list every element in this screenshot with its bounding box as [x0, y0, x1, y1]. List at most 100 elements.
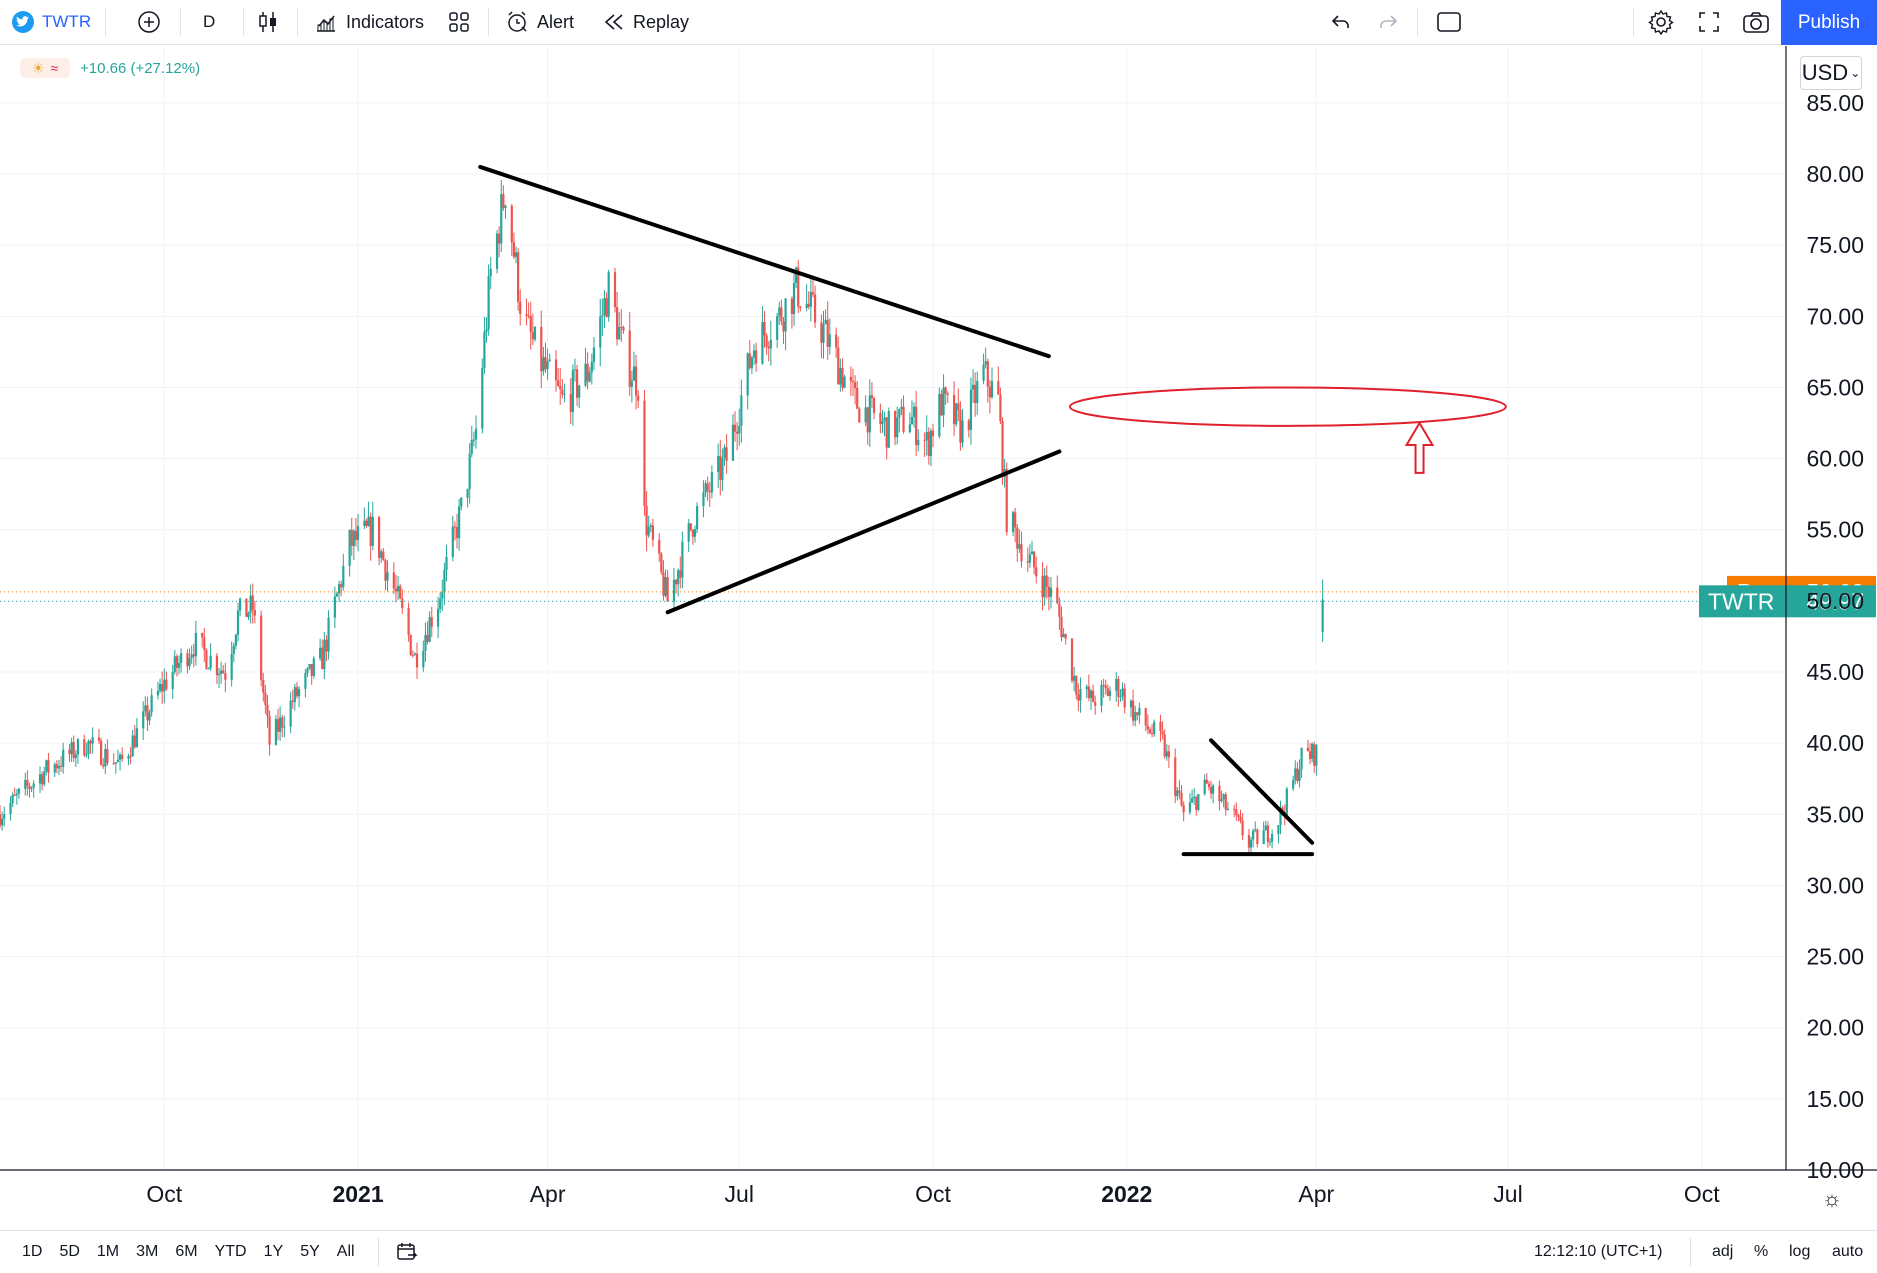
range-1d[interactable]: 1D — [22, 1243, 43, 1260]
candle-body — [1188, 802, 1192, 813]
clock-time[interactable]: 12:12:10 (UTC+1) — [1534, 1243, 1663, 1260]
interval-button[interactable]: D — [203, 0, 215, 44]
divider — [1690, 1238, 1691, 1266]
price-change: +10.66 (+27.12%) — [80, 59, 201, 77]
candle-body — [415, 653, 419, 668]
candle-body — [1207, 783, 1211, 787]
candle-body — [1165, 751, 1168, 757]
candle-body — [215, 655, 219, 676]
candle-body — [1131, 700, 1135, 721]
candle-body — [1298, 769, 1301, 782]
candle-body — [276, 719, 280, 732]
candle-body — [592, 347, 596, 362]
candle-body — [188, 658, 191, 667]
gear-icon — [1648, 9, 1674, 35]
log-toggle[interactable]: log — [1789, 1243, 1811, 1260]
candle-body — [236, 610, 240, 635]
candle-body — [868, 395, 871, 433]
currency-selector[interactable]: USD ⌄ — [1800, 56, 1862, 90]
x-tick-label: Jul — [1493, 1181, 1522, 1207]
replay-button[interactable]: Replay — [603, 0, 689, 44]
redo-button[interactable] — [1377, 0, 1399, 44]
symbol-button[interactable]: TWTR — [12, 0, 91, 44]
candle-body — [28, 786, 31, 789]
candle-body — [1197, 794, 1200, 810]
candle-body — [1150, 733, 1154, 735]
candle-body — [984, 361, 987, 365]
range-ytd[interactable]: YTD — [214, 1243, 247, 1260]
range-5y[interactable]: 5Y — [300, 1243, 320, 1260]
percent-toggle[interactable]: % — [1754, 1243, 1769, 1260]
templates-button[interactable] — [448, 0, 470, 44]
candle-body — [129, 755, 132, 757]
x-tick-label: Oct — [915, 1181, 951, 1207]
layout-button[interactable] — [1436, 0, 1462, 44]
candle-body — [1266, 825, 1269, 843]
candle-body — [662, 572, 665, 596]
wave-icon: ≈ — [50, 60, 59, 76]
candle-body — [813, 294, 817, 323]
candle-body — [666, 577, 669, 602]
candle-body — [799, 306, 802, 309]
candle-body — [887, 411, 890, 448]
undo-button[interactable] — [1330, 0, 1352, 44]
candle-body — [645, 505, 648, 536]
candle-body — [1117, 678, 1120, 697]
candle-body — [1193, 796, 1196, 799]
candle-body — [630, 380, 633, 387]
candle-body — [460, 497, 463, 507]
range-6m[interactable]: 6M — [175, 1243, 198, 1260]
candle-body — [797, 267, 800, 307]
publish-button[interactable]: Publish — [1781, 0, 1877, 45]
trendline — [665, 449, 1062, 615]
goto-date-button[interactable] — [396, 1231, 418, 1273]
session-icons[interactable]: ☀ ≈ — [20, 58, 70, 78]
candle-body — [428, 617, 431, 642]
snapshot-button[interactable] — [1742, 0, 1770, 44]
candle-body — [118, 754, 122, 760]
y-tick-label: 25.00 — [1806, 944, 1864, 970]
candle-body — [15, 793, 18, 796]
range-5d[interactable]: 5D — [59, 1243, 80, 1260]
candle-body — [955, 403, 958, 425]
range-1y[interactable]: 1Y — [263, 1243, 284, 1260]
candle-body — [856, 387, 859, 409]
symbol-label: TWTR — [42, 12, 92, 31]
candle-body — [337, 584, 341, 594]
y-tick-label: 20.00 — [1806, 1015, 1864, 1041]
candle-body — [222, 670, 225, 674]
candle-body — [769, 339, 772, 349]
candle-body — [776, 316, 779, 340]
candle-body — [230, 654, 233, 680]
candle-body — [207, 668, 210, 670]
candle-body — [106, 749, 109, 764]
candle-body — [325, 639, 328, 652]
settings-button[interactable] — [1648, 0, 1674, 44]
candle-body — [717, 455, 720, 473]
indicators-button[interactable]: Indicators — [314, 0, 424, 44]
alert-button[interactable]: Alert — [505, 0, 574, 44]
range-1m[interactable]: 1M — [96, 1243, 120, 1260]
adj-toggle[interactable]: adj — [1712, 1243, 1734, 1260]
candle-body — [485, 329, 488, 332]
auto-toggle[interactable]: auto — [1832, 1243, 1864, 1260]
range-3m[interactable]: 3M — [136, 1243, 159, 1260]
candle-body — [1321, 599, 1324, 633]
candle-body — [559, 385, 562, 390]
candle-body — [91, 737, 94, 744]
fullscreen-button[interactable] — [1697, 0, 1721, 44]
chart-style-button[interactable] — [257, 0, 279, 44]
candle-body — [885, 417, 888, 448]
divider — [378, 1238, 379, 1266]
range-all[interactable]: All — [336, 1243, 355, 1260]
candle-body — [1121, 688, 1124, 697]
compare-button[interactable] — [137, 0, 161, 44]
candle-body — [114, 762, 117, 764]
candle-body — [761, 322, 764, 364]
candle-body — [853, 382, 857, 388]
candle-body — [32, 783, 35, 788]
divider — [488, 8, 489, 36]
candle-body — [1209, 786, 1213, 794]
candle-body — [910, 416, 914, 425]
